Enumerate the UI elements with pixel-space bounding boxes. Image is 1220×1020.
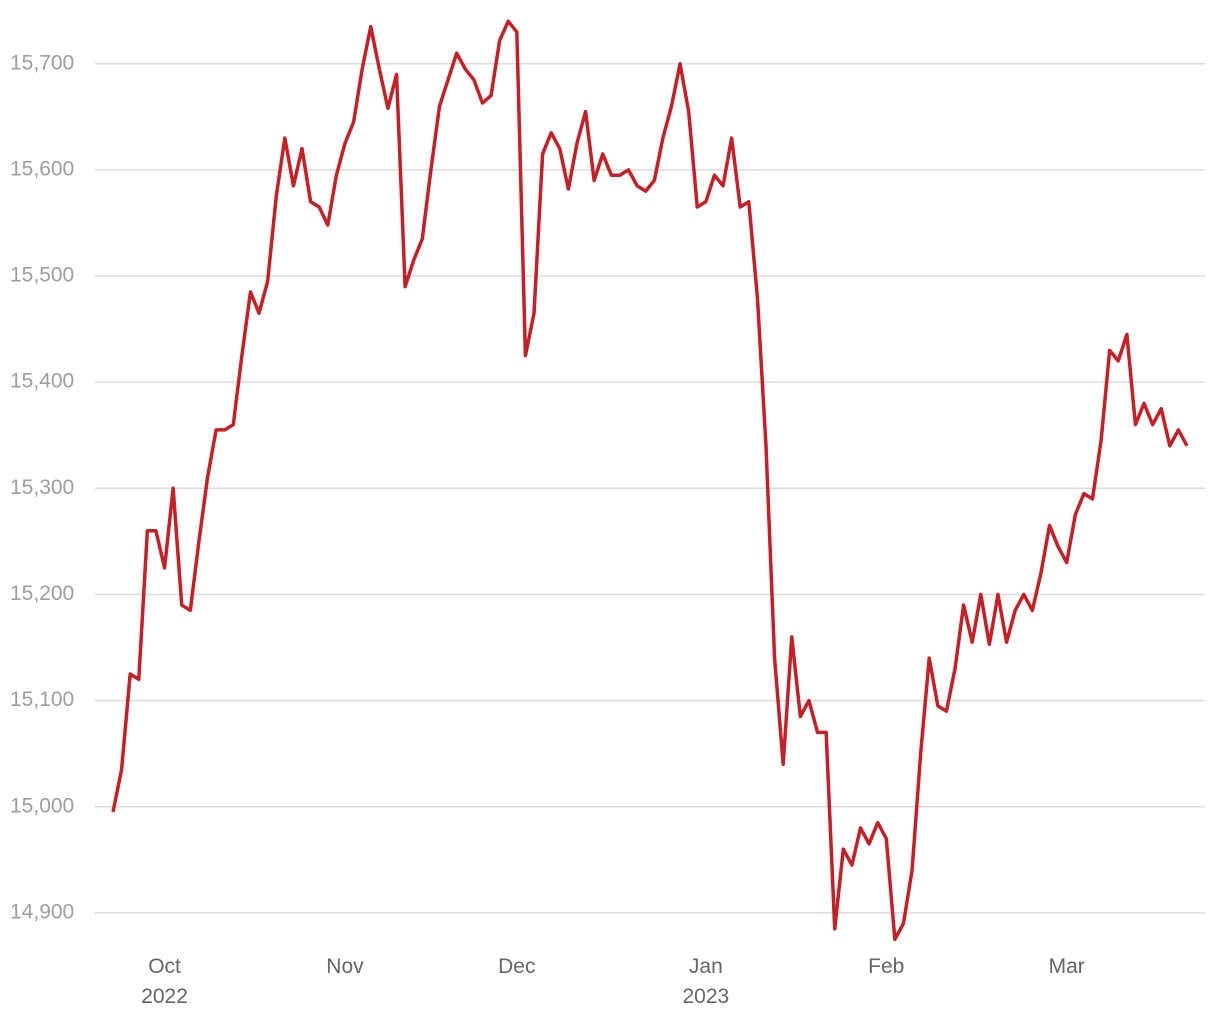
x-tick-label: Nov (326, 955, 364, 978)
x-tick-label: Mar (1048, 955, 1085, 978)
x-tick-label: Oct 2022 (141, 955, 188, 1008)
y-tick-label: 15,000 (10, 794, 74, 817)
y-tick-label: 15,700 (10, 51, 74, 74)
y-tick-label: 15,400 (10, 370, 74, 393)
data-line (111, 19, 1189, 942)
y-tick-label: 15,100 (10, 688, 74, 711)
y-tick-label: 15,200 (10, 582, 74, 605)
y-tick-label: 15,300 (10, 476, 74, 499)
x-tick-label: Feb (868, 955, 905, 978)
x-tick-label: Dec (498, 955, 536, 978)
x-tick-label: Jan 2023 (682, 955, 730, 1008)
y-tick-label: 14,900 (10, 900, 74, 923)
y-tick-label: 15,500 (10, 264, 74, 287)
y-tick-label: 15,600 (10, 157, 74, 180)
